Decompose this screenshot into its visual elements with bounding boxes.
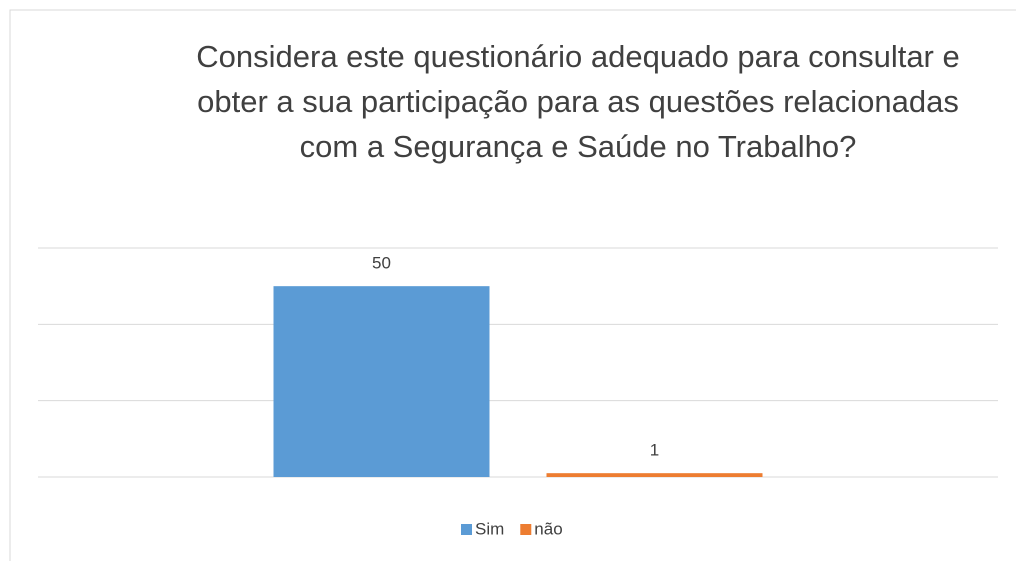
bar [546,473,763,477]
legend-swatch [461,524,472,535]
chart-border [9,9,1016,561]
chart-title: Considera este questionário adequado par… [196,39,960,164]
data-label: 1 [650,441,659,460]
legend-label: não [534,519,562,538]
legend-swatch [520,524,532,535]
data-label: 50 [372,254,391,273]
legend-label: Sim [475,519,504,538]
bar [273,286,490,477]
